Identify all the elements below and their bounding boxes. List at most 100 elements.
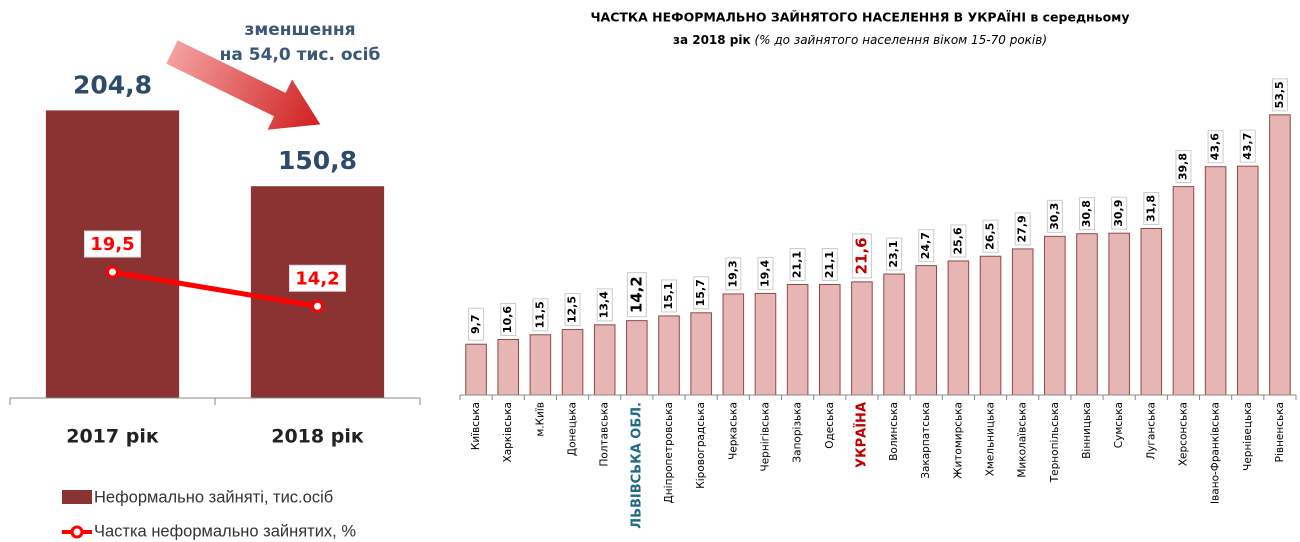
label-box [982, 219, 999, 253]
x-tick-label: Івано-Франківська [1210, 402, 1222, 504]
bar [593, 324, 616, 396]
chart-title: ЧАСТКА НЕФОРМАЛЬНО ЗАЙНЯТОГО НАСЕЛЕННЯ В… [590, 10, 1129, 25]
bar-value-label: 14,2 [627, 276, 645, 313]
line-value-label: 19,5 [90, 234, 134, 255]
legend-marker [70, 525, 84, 539]
bar [626, 320, 648, 396]
bar-value-label: 25,6 [951, 227, 964, 254]
line-point [311, 299, 324, 313]
bar-value-label: 30,8 [1080, 200, 1093, 227]
bar-value-label: 24,7 [919, 232, 932, 259]
x-tick-label: Черкаська [727, 402, 739, 460]
x-tick-label: УКРАЇНА [853, 402, 869, 468]
label-box [1079, 197, 1095, 231]
label-box [851, 233, 872, 279]
bar-value-label: 19,4 [758, 259, 771, 286]
x-tick-label: Рівненська [1274, 402, 1286, 462]
x-tick-label: Чернігівська [759, 402, 771, 471]
label-box [1175, 150, 1192, 184]
bar [497, 338, 520, 396]
bar [754, 292, 777, 396]
x-tick-label: Хмельницька [985, 402, 997, 476]
bar [883, 273, 905, 396]
label-box [886, 237, 903, 271]
bar [851, 281, 873, 396]
bar [722, 293, 745, 396]
bar-value-label: 21,1 [823, 251, 836, 278]
bar [979, 255, 1002, 396]
bar-value-label: 21,6 [852, 237, 870, 274]
line [112, 269, 318, 309]
bar [818, 284, 841, 396]
x-tick-label: Дніпропетровська [663, 402, 675, 503]
bar-value-label: 53,5 [1273, 81, 1286, 108]
bar-value-label: 43,6 [1209, 133, 1222, 160]
x-tick-label: Полтавська [599, 402, 611, 467]
x-tick-label: Харківська [502, 402, 514, 462]
bar [1140, 227, 1163, 396]
legend-swatch [62, 490, 92, 504]
x-tick-label: Тернопільська [1049, 402, 1061, 483]
bar [250, 186, 385, 398]
label-box [1046, 199, 1063, 233]
bar-value-label: 19,3 [726, 260, 739, 287]
x-tick-label: Чернівецька [1242, 402, 1254, 471]
bar-value-label: 150,8 [278, 146, 357, 175]
label-box [84, 230, 141, 258]
x-tick-label: Житомирська [952, 402, 964, 479]
bar [1204, 166, 1227, 396]
label-box [950, 224, 967, 258]
label-box [1239, 129, 1256, 163]
x-tick-label: Одеська [824, 402, 836, 449]
bar-value-label: 43,7 [1241, 133, 1254, 160]
label-box [757, 256, 774, 290]
x-tick-label: Волинська [888, 402, 900, 461]
x-tick-label: Закарпатська [920, 402, 932, 479]
bar-value-label: 10,6 [501, 306, 514, 333]
label-box [918, 229, 935, 263]
label-box [1271, 78, 1288, 112]
bar [915, 265, 938, 396]
x-tick-label: Луганська [1145, 402, 1157, 460]
bar [1269, 114, 1291, 396]
subtitle-note: (% до зайнятого населення віком 15-70 ро… [754, 33, 1047, 47]
bar [529, 334, 552, 396]
decrease-arrow [166, 40, 321, 130]
chart-subtitle: за 2018 рік (% до зайнятого населення ві… [673, 33, 1047, 47]
x-tick-label: Кіровоградська [695, 402, 707, 489]
label-box [564, 293, 581, 327]
bar-value-label: 30,3 [1048, 203, 1061, 230]
x-tick-label: Миколаївська [1017, 402, 1029, 478]
bar-value-label: 12,5 [566, 296, 579, 323]
subtitle: за 2018 рік [673, 33, 751, 47]
bar-value-label: 15,7 [694, 279, 707, 306]
bar-value-label: 9,7 [469, 314, 482, 334]
label-box [468, 307, 485, 341]
bar-value-label: 21,1 [791, 251, 804, 278]
x-tick-label: ЛЬВІВСЬКА ОБЛ. [629, 402, 644, 529]
bar-value-label: 11,5 [533, 301, 546, 328]
bar-value-label: 31,8 [1144, 195, 1157, 222]
bar [690, 312, 712, 396]
label-box [1143, 191, 1160, 225]
bar [947, 260, 970, 396]
bar [1011, 248, 1034, 396]
legend-label: Частка неформально зайнятих, % [94, 522, 356, 540]
x-tick-label: Донецька [567, 402, 579, 456]
bar [465, 343, 487, 396]
x-tick-label: м.Київ [534, 402, 546, 437]
annotation: на 54,0 тис. осіб [220, 45, 381, 65]
bar-value-label: 15,1 [662, 282, 675, 309]
bar [561, 329, 584, 396]
label-box [626, 272, 647, 318]
annotation: зменшення [244, 20, 355, 40]
x-tick-label: 2017 рік [66, 426, 159, 448]
label-box [725, 257, 742, 291]
bar-value-label: 27,9 [1016, 215, 1029, 242]
bar [1108, 232, 1130, 396]
bar-value-label: 13,4 [598, 291, 611, 318]
legend-label: Неформально зайняті, тис.осіб [94, 488, 333, 506]
bar [1236, 165, 1259, 396]
x-tick-label: Запорізька [792, 402, 804, 463]
